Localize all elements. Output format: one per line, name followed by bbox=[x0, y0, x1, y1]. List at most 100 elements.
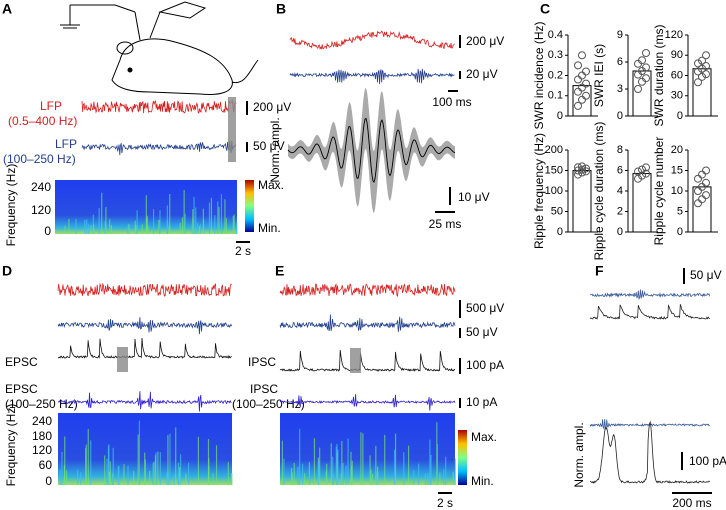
spectrogram-streak bbox=[424, 473, 427, 485]
spectrogram-streak bbox=[413, 470, 415, 485]
y-tick-label: 30 bbox=[671, 90, 683, 102]
spectrogram-streak bbox=[169, 193, 171, 234]
spectrogram-streak bbox=[146, 215, 148, 234]
scale-label: 500 μV bbox=[466, 301, 504, 315]
data-point bbox=[702, 166, 710, 175]
data-point bbox=[702, 62, 710, 71]
spectrogram-streak bbox=[187, 462, 190, 485]
spectrogram-streak bbox=[340, 473, 342, 485]
axis-label: Norm. ampl. bbox=[572, 422, 586, 487]
y-tick-label: 2 bbox=[617, 205, 623, 217]
trace bbox=[279, 349, 456, 372]
spectrogram-streak bbox=[375, 445, 377, 485]
spectrogram-streak bbox=[332, 456, 334, 485]
spectrogram-streak bbox=[167, 435, 169, 485]
spectrogram-streak bbox=[107, 445, 110, 485]
spectrogram-streak bbox=[220, 194, 223, 234]
spectrogram-streak bbox=[436, 422, 438, 485]
spectrogram-streak bbox=[98, 207, 100, 234]
data-point bbox=[574, 75, 582, 84]
spectrogram-streak bbox=[429, 439, 431, 485]
y-tick-label: 3 bbox=[617, 83, 623, 95]
trace bbox=[589, 289, 711, 300]
y-tick-label: 0 bbox=[557, 110, 563, 122]
spectrogram-streak bbox=[281, 440, 283, 485]
label: IPSC bbox=[248, 355, 276, 369]
scale-label: 20 μV bbox=[466, 67, 498, 81]
trace bbox=[289, 68, 455, 85]
spectrogram-streak bbox=[179, 467, 181, 485]
label: EPSC bbox=[5, 382, 38, 396]
scale-label: 10 μV bbox=[458, 190, 490, 204]
spectrogram-streak bbox=[141, 224, 143, 234]
spectrogram-streak bbox=[325, 471, 327, 485]
spectrogram-streak bbox=[207, 439, 210, 485]
spectrogram-streak bbox=[158, 220, 161, 234]
spectrogram-streak bbox=[198, 225, 201, 234]
spectrogram-streak bbox=[232, 216, 234, 234]
data-point bbox=[638, 171, 646, 180]
spectrogram-streak bbox=[110, 224, 113, 234]
spectrogram-streak bbox=[65, 470, 68, 485]
scale-label: 2 s bbox=[235, 244, 251, 258]
scale-label: 50 μV bbox=[690, 268, 722, 282]
spectrogram-streak bbox=[153, 461, 155, 485]
panel-letter: C bbox=[540, 1, 550, 17]
spectrogram-streak bbox=[136, 210, 138, 234]
spectrogram-streak bbox=[384, 434, 386, 485]
y-tick-label: 200 bbox=[545, 144, 563, 156]
spectrogram-streak bbox=[313, 438, 316, 485]
spectrogram-streak bbox=[308, 471, 311, 485]
data-point bbox=[574, 87, 582, 96]
data-point bbox=[642, 74, 650, 83]
spectrogram-streak bbox=[59, 469, 61, 485]
spectrogram-streak bbox=[208, 202, 211, 234]
bar bbox=[692, 68, 712, 117]
spectrogram-streak bbox=[427, 472, 429, 485]
spectrogram-streak bbox=[418, 463, 420, 485]
spectrogram-streak bbox=[393, 449, 396, 485]
envelope bbox=[288, 87, 455, 213]
label: (100–250 Hz) bbox=[3, 152, 76, 166]
spectrogram-streak bbox=[144, 452, 146, 485]
spectrogram-streak bbox=[123, 464, 125, 485]
spectrogram-streak bbox=[297, 466, 299, 485]
highlight bbox=[228, 97, 236, 162]
trace bbox=[589, 419, 710, 431]
trace bbox=[289, 30, 455, 51]
scale-label: 100 pA bbox=[466, 358, 504, 372]
spectrogram-streak bbox=[75, 218, 77, 234]
spectrogram-streak bbox=[128, 223, 130, 234]
spectrogram-streak bbox=[210, 197, 213, 234]
axis-label: Ripple cycle number bbox=[652, 137, 666, 246]
data-point bbox=[638, 165, 646, 174]
spectrogram-streak bbox=[347, 438, 349, 485]
y-tick-label: 120 bbox=[665, 29, 683, 41]
panel-letter: D bbox=[2, 263, 12, 279]
spectrogram-streak bbox=[192, 209, 194, 234]
spectrogram-streak bbox=[104, 455, 106, 485]
trace bbox=[279, 283, 456, 297]
spectrogram-streak bbox=[199, 224, 202, 234]
spectrogram-streak bbox=[197, 222, 199, 234]
data-point bbox=[582, 67, 590, 76]
data-point bbox=[582, 79, 590, 88]
spectrogram-streak bbox=[64, 225, 66, 234]
axis-label: SWR duration (ms) bbox=[652, 24, 666, 126]
data-point bbox=[702, 178, 710, 187]
tick-label: 120 bbox=[31, 203, 51, 217]
spectrogram-streak bbox=[202, 208, 204, 234]
spectrogram-streak bbox=[224, 199, 226, 234]
data-point bbox=[578, 162, 586, 171]
spectrogram-streak bbox=[133, 470, 135, 485]
spectrogram-streak bbox=[439, 472, 441, 485]
trace bbox=[57, 317, 232, 335]
spectrogram-streak bbox=[212, 473, 214, 485]
spectrogram bbox=[280, 413, 455, 485]
spectrogram-streak bbox=[345, 465, 347, 485]
data-point bbox=[698, 170, 706, 179]
spectrogram-streak bbox=[61, 451, 63, 485]
trace bbox=[81, 140, 237, 156]
spectrogram-streak bbox=[77, 469, 79, 485]
spectrogram-streak bbox=[179, 222, 181, 234]
